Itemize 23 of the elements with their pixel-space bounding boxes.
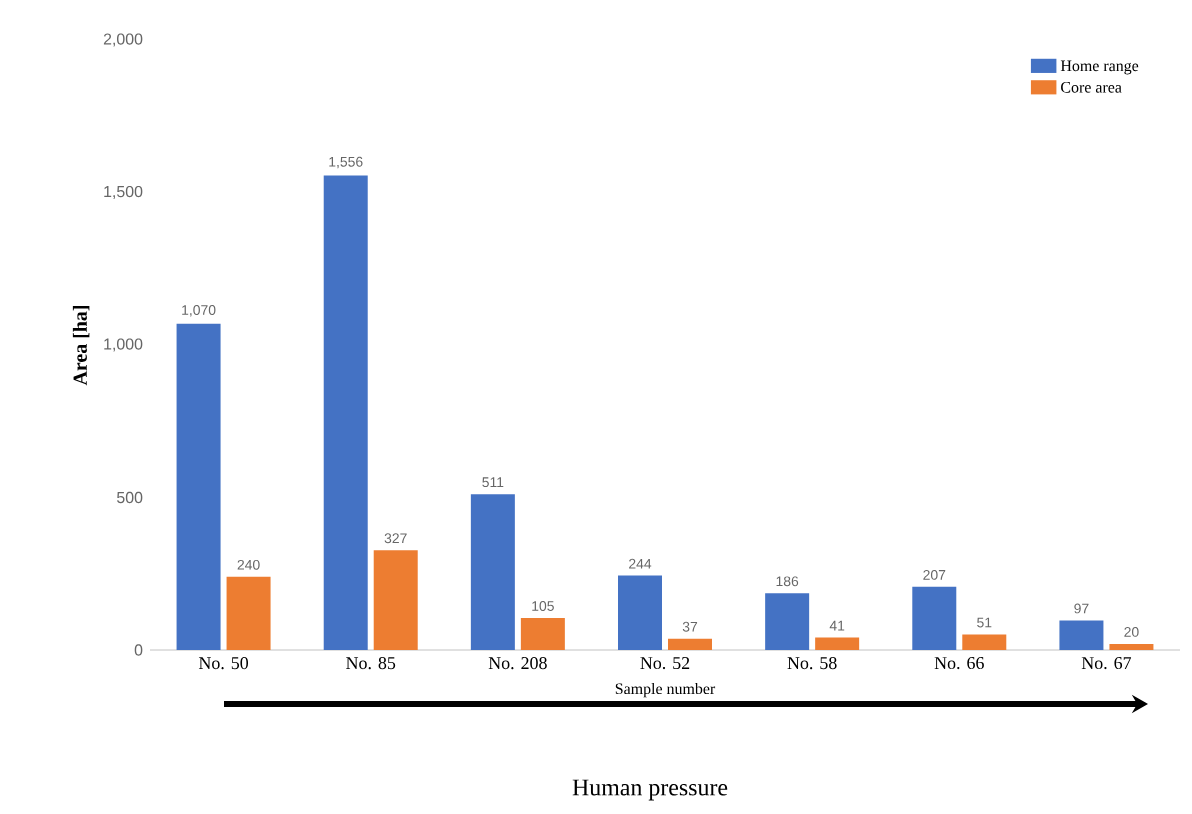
bar [226, 576, 271, 650]
bar [1109, 643, 1154, 650]
bar [176, 323, 221, 650]
bar [962, 634, 1007, 650]
bar [912, 586, 957, 650]
bar [323, 175, 368, 650]
bar [815, 637, 860, 650]
x-tick-label: No. 58 [787, 657, 837, 670]
bar [1059, 620, 1104, 650]
bar [668, 638, 712, 650]
y-axis-title: Area [ha] [72, 306, 90, 386]
bar [470, 494, 515, 650]
bar [520, 617, 565, 650]
bar [765, 593, 810, 650]
text: Human pressure [572, 779, 728, 801]
x-tick-label: No. 50 [198, 657, 249, 670]
x-tick-label: No. 52 [640, 657, 690, 670]
x-tick-label: No. 67 [1081, 657, 1132, 670]
x-tick-label: No. 85 [346, 657, 396, 670]
x-tick-label: No. 208 [488, 657, 547, 670]
bar [373, 550, 418, 650]
bar [618, 575, 662, 650]
x-tick-label: No. 66 [934, 657, 984, 670]
